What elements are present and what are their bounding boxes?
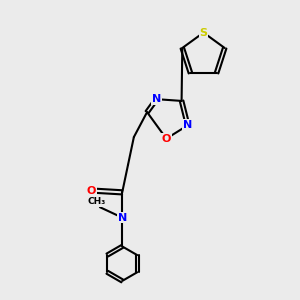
Text: O: O <box>162 134 171 144</box>
Text: CH₃: CH₃ <box>87 197 106 206</box>
Text: N: N <box>118 213 127 223</box>
Text: N: N <box>183 120 192 130</box>
Text: S: S <box>200 28 208 38</box>
Text: N: N <box>152 94 161 104</box>
Text: O: O <box>87 186 96 196</box>
